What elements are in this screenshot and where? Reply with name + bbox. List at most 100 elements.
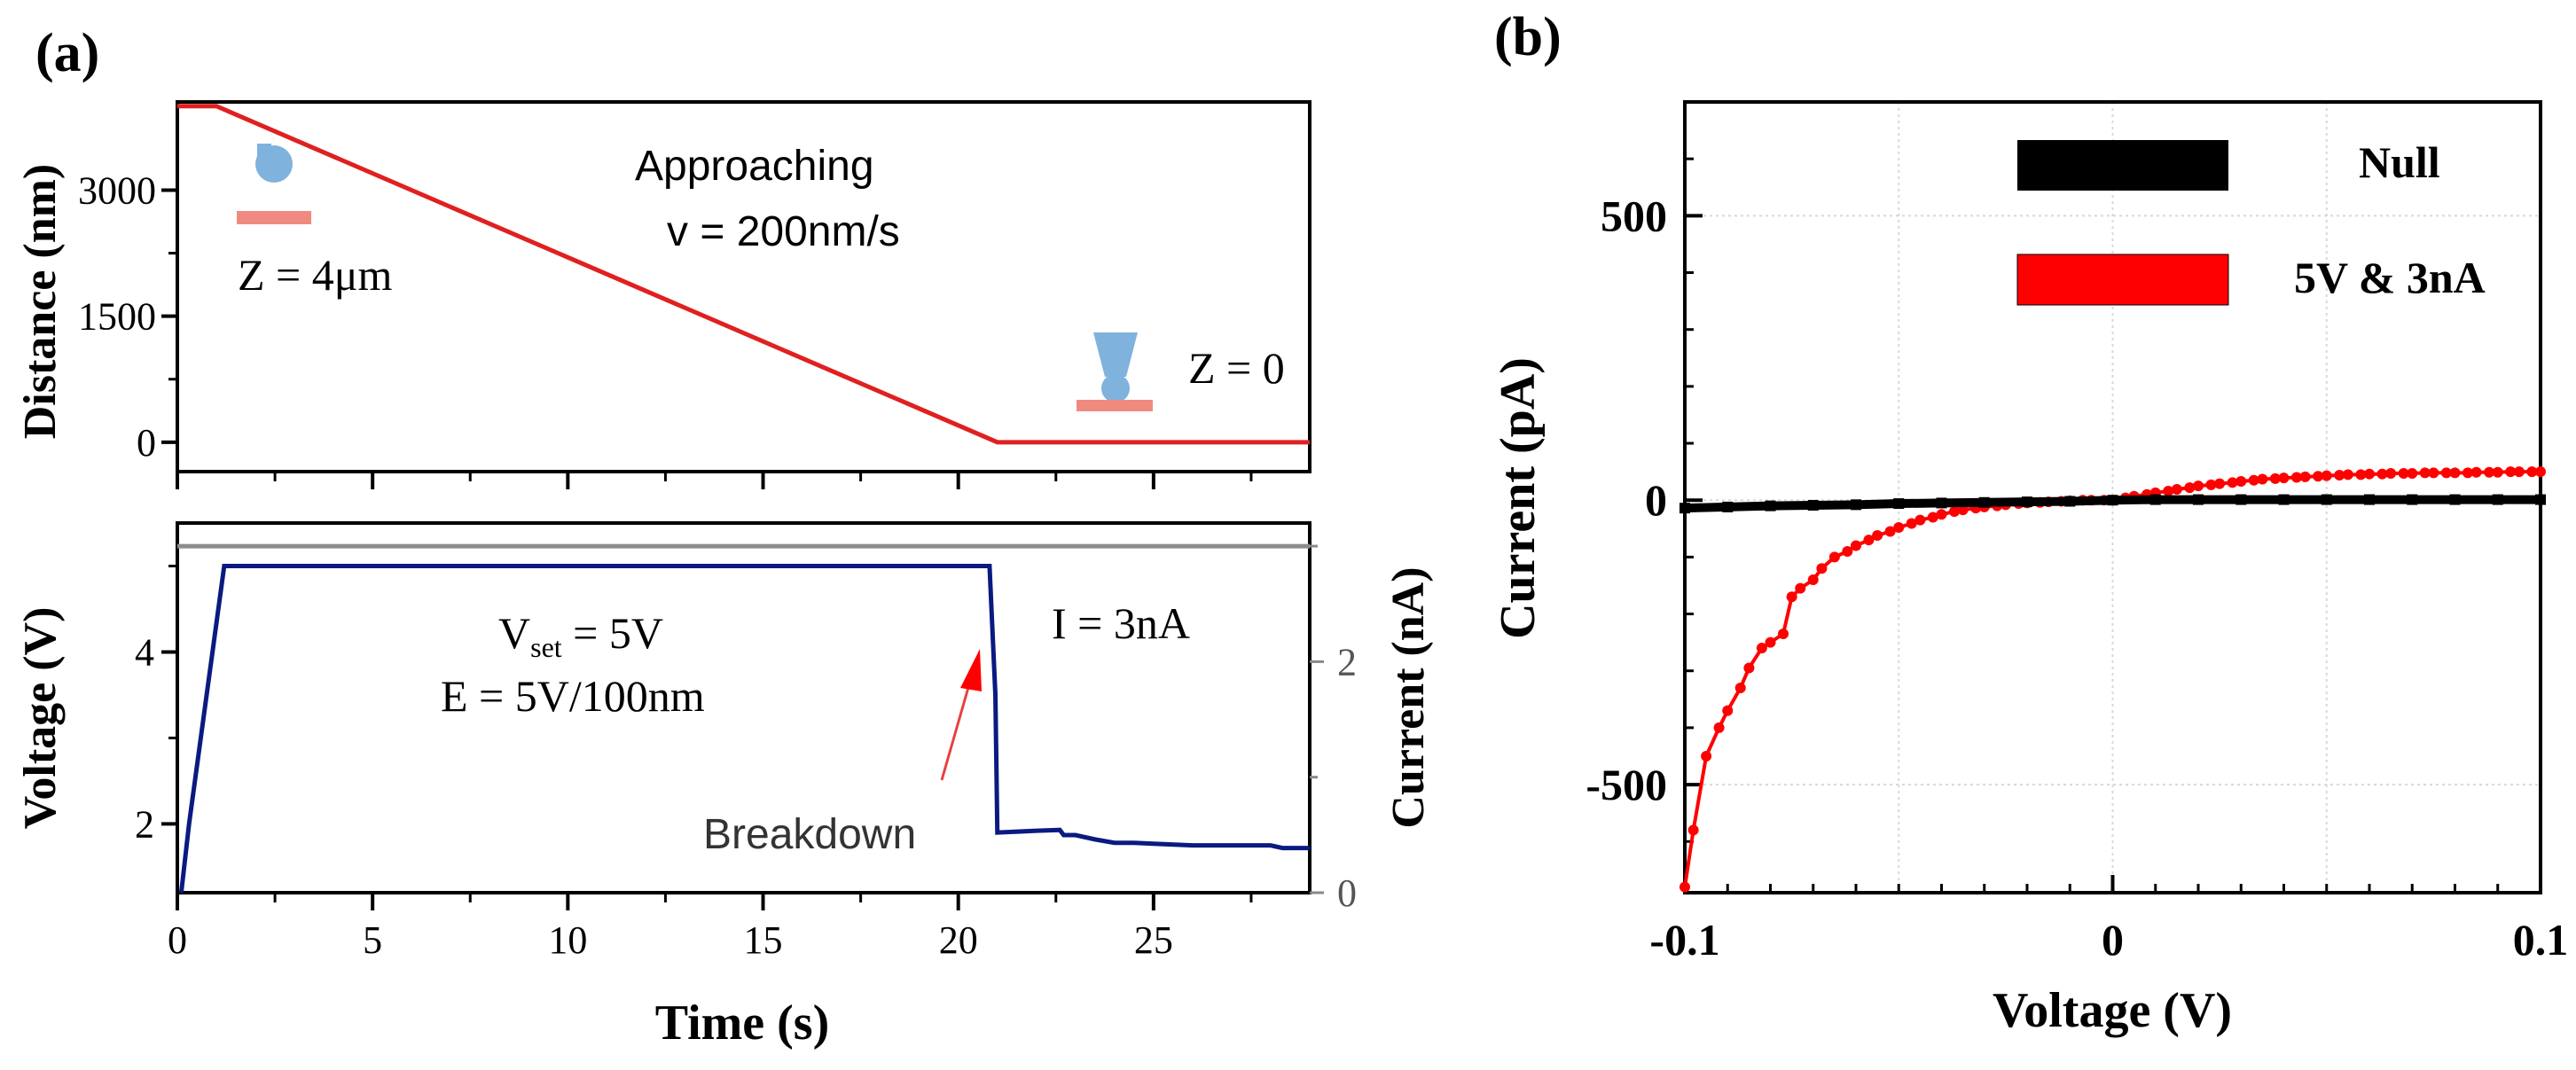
series-null-point: [1936, 497, 1947, 509]
iv-grid: [1685, 102, 2541, 893]
annotation-vset: Vset = 5V: [498, 608, 663, 663]
series-5v-point: [2321, 470, 2332, 481]
series-5v-point: [2526, 466, 2538, 478]
annotation-velocity: v = 200nm/s: [667, 208, 900, 255]
distance-chart: 0 1500 3000 Distance (nm) Z = 4μm Z = 0 Ap…: [15, 100, 1311, 489]
series-null-point: [2407, 494, 2418, 505]
series-null-point: [2149, 494, 2161, 505]
series-5v-point: [1863, 535, 1875, 546]
series-null-point: [2193, 494, 2204, 505]
annotation-approaching: Approaching: [635, 143, 874, 190]
series-5v-point: [2205, 479, 2217, 490]
series-5v-point: [2492, 466, 2503, 478]
series-5v-point: [2278, 473, 2290, 484]
current-y-tick-label: 2: [1337, 640, 1357, 683]
series-5v-point: [2334, 469, 2345, 480]
voltage-plot-frame: [176, 521, 1311, 894]
substrate-start-icon: [237, 211, 311, 224]
voltage-series-line: [178, 563, 1310, 894]
iv-y-ticks: -500 0 500: [1586, 157, 1703, 843]
voltage-x-ticks: 0 5 10 15 20 25: [168, 893, 1253, 962]
series-null-point: [2107, 495, 2118, 506]
series-null-point: [2235, 494, 2247, 505]
tip-start-icon: [255, 144, 293, 183]
tip-end-icon: [1093, 332, 1138, 402]
series-null-point: [1807, 499, 1819, 511]
series-5v-point: [2342, 469, 2353, 480]
series-5v-point: [2462, 467, 2473, 479]
series-5v-point: [1786, 591, 1797, 603]
iv-x-ticks: -0.1 0 0.1: [1649, 875, 2568, 965]
legend-label-null: Null: [2359, 137, 2440, 187]
annotation-z-end: Z = 0: [1188, 343, 1285, 393]
voltage-x-tick-label: 15: [744, 918, 783, 962]
series-5v-point: [1743, 662, 1755, 674]
iv-chart: -0.1 0 0.1 -500 0 500 Null 5V & 3nA Current …: [1491, 100, 2568, 1038]
series-5v-point: [2513, 466, 2525, 478]
series-5v-point: [2376, 468, 2388, 480]
series-5v-point: [1713, 722, 1725, 733]
series-5v-point: [2313, 471, 2324, 482]
series-5v-point: [1722, 705, 1734, 716]
distance-x-ticks: [176, 472, 1253, 489]
series-5v-point: [1687, 824, 1699, 836]
series-5v-point: [1679, 881, 1690, 893]
series-null-point: [2022, 496, 2032, 508]
series-5v-point: [2290, 472, 2302, 483]
current-y-tick-label: 0: [1337, 871, 1357, 915]
series-null-point: [1765, 500, 1776, 512]
panel-b-label: (b): [1494, 7, 1562, 67]
voltage-y-tick-label: 4: [135, 630, 154, 674]
series-5v-point: [2407, 468, 2418, 480]
series-5v-point: [2355, 469, 2367, 480]
series-5v-point: [2535, 466, 2546, 478]
annotation-current: I = 3nA: [1052, 598, 1190, 648]
distance-y-label: Distance (nm): [15, 164, 66, 440]
distance-plot-frame: [176, 100, 1311, 473]
panel-a-label: (a): [35, 23, 99, 83]
iv-y-tick-label: 500: [1601, 191, 1667, 240]
annotation-field: E = 5V/100nm: [441, 671, 705, 721]
current-y-label: Current (nA): [1383, 566, 1434, 828]
series-5v-point: [2385, 468, 2397, 480]
distance-y-tick-label: 1500: [78, 295, 156, 339]
legend-label-5v: 5V & 3nA: [2294, 253, 2486, 302]
series-5v-point: [2364, 468, 2375, 480]
iv-series: [1679, 466, 2546, 893]
series-5v-point: [2163, 485, 2174, 496]
series-5v-point: [1872, 529, 1883, 541]
voltage-y-ticks: 24: [135, 564, 177, 846]
current-y-ticks: 02: [1310, 544, 1357, 915]
series-5v-point: [1807, 574, 1819, 586]
iv-x-tick-label: -0.1: [1649, 915, 1719, 965]
legend-swatch-5v: [2016, 254, 2229, 306]
iv-legend: Null 5V & 3nA: [2016, 137, 2486, 306]
series-5v-point: [1734, 682, 1746, 693]
iv-x-tick-label: 0: [2102, 915, 2124, 965]
series-5v-point: [1701, 750, 1712, 761]
iv-y-tick-label: 0: [1645, 475, 1667, 525]
distance-y-tick-label: 0: [137, 421, 156, 465]
substrate-end-icon: [1077, 400, 1153, 411]
annotation-z-start: Z = 4μm: [238, 250, 393, 300]
series-5v-point: [2470, 466, 2482, 478]
series-5v-point: [2214, 478, 2226, 489]
voltage-x-tick-label: 0: [168, 918, 187, 962]
voltage-y-tick-label: 2: [135, 802, 154, 846]
voltage-y-label: Voltage (V): [15, 607, 66, 830]
series-5v-point: [1927, 512, 1938, 523]
voltage-x-tick-label: 5: [363, 918, 382, 962]
series-5v-point: [1948, 506, 1960, 518]
series-5v-point: [1884, 526, 1896, 537]
series-5v-point: [1828, 551, 1840, 563]
series-null-point: [1978, 496, 1990, 508]
voltage-x-tick-label: 10: [548, 918, 587, 962]
series-5v-point: [2269, 473, 2281, 484]
series-5v-point: [2184, 482, 2196, 494]
series-5v-point: [1756, 643, 1767, 654]
series-5v-point: [2398, 468, 2409, 480]
iv-x-label: Voltage (V): [1993, 983, 2232, 1038]
series-null-point: [2321, 494, 2332, 505]
series-5v-point: [2440, 467, 2452, 479]
